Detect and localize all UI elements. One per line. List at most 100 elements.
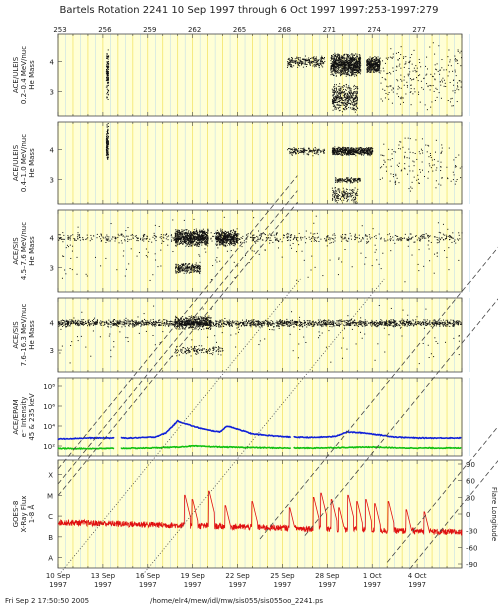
scatter-point (201, 241, 203, 243)
scatter-point (454, 166, 456, 168)
scatter-point (348, 97, 350, 99)
scatter-point (82, 237, 84, 239)
scatter-point (347, 55, 349, 57)
scatter-point (443, 234, 445, 236)
scatter-point (180, 231, 182, 233)
scatter-point (338, 66, 340, 68)
scatter-point (394, 234, 396, 236)
scatter-point (350, 63, 352, 65)
scatter-point (350, 97, 352, 99)
scatter-point (351, 70, 353, 72)
scatter-point (351, 101, 353, 103)
scatter-point (339, 106, 341, 108)
scatter-point (345, 180, 347, 182)
scatter-point (252, 240, 254, 242)
scatter-point (360, 150, 362, 152)
scatter-point (188, 242, 190, 244)
scatter-point (300, 147, 302, 149)
scatter-point (203, 234, 205, 236)
scatter-point (186, 244, 188, 246)
scatter-point (185, 238, 187, 240)
scatter-point (108, 56, 110, 58)
scatter-point (345, 154, 347, 156)
scatter-point (339, 147, 341, 149)
scatter-point (335, 178, 337, 180)
scatter-point (351, 193, 353, 195)
scatter-point (395, 69, 397, 71)
scatter-point (344, 107, 346, 109)
scatter-point (357, 150, 359, 152)
scatter-point (356, 93, 358, 95)
scatter-point (331, 71, 333, 73)
scatter-point (344, 89, 346, 91)
scatter-point (333, 68, 335, 70)
scatter-point (331, 65, 333, 67)
scatter-point (337, 197, 339, 199)
scatter-point (392, 91, 394, 93)
scatter-point (336, 56, 338, 58)
scatter-point (452, 105, 454, 107)
scatter-point (350, 71, 352, 73)
scatter-point (450, 98, 452, 100)
scatter-point (293, 237, 295, 239)
scatter-point (356, 58, 358, 60)
scatter-point (338, 110, 340, 112)
scatter-point (355, 61, 357, 63)
scatter-point (455, 156, 457, 158)
scatter-point (384, 62, 386, 64)
scatter-point (353, 73, 355, 75)
scatter-point (354, 97, 356, 99)
scatter-point (187, 240, 189, 242)
scatter-point (182, 231, 184, 233)
scatter-point (321, 61, 323, 63)
scatter-point (318, 59, 320, 61)
scatter-point (419, 239, 421, 241)
scatter-point (435, 139, 437, 141)
scatter-point (352, 190, 354, 192)
scatter-point (345, 75, 347, 77)
scatter-point (253, 241, 255, 243)
scatter-point (430, 73, 432, 75)
scatter-point (106, 234, 108, 236)
scatter-point (354, 108, 356, 110)
scatter-point (182, 236, 184, 238)
scatter-point (347, 70, 349, 72)
scatter-point (342, 195, 344, 197)
scatter-point (340, 74, 342, 76)
scatter-point (178, 243, 180, 245)
scatter-point (199, 239, 201, 241)
scatter-point (344, 65, 346, 67)
scatter-point (343, 192, 345, 194)
scatter-point (180, 236, 182, 238)
scatter-point (375, 64, 377, 66)
scatter-point (339, 153, 341, 155)
scatter-point (351, 59, 353, 61)
scatter-point (357, 72, 359, 74)
scatter-point (286, 237, 288, 239)
scatter-point (369, 65, 371, 67)
scatter-point (334, 148, 336, 150)
scatter-point (100, 238, 102, 240)
top-doy-tick-label: 262 (188, 26, 201, 34)
scatter-point (332, 89, 334, 91)
scatter-point (180, 234, 182, 236)
scatter-point (334, 65, 336, 67)
scatter-point (449, 235, 451, 237)
scatter-point (433, 90, 435, 92)
scatter-point (355, 155, 357, 157)
scatter-point (336, 96, 338, 98)
scatter-point (107, 72, 109, 74)
scatter-point (319, 62, 321, 64)
scatter-point (368, 63, 370, 65)
scatter-point (344, 149, 346, 151)
scatter-point (404, 157, 406, 159)
scatter-point (338, 55, 340, 57)
scatter-point (321, 62, 323, 64)
scatter-point (356, 100, 358, 102)
scatter-point (367, 63, 369, 65)
scatter-point (346, 94, 348, 96)
scatter-point (373, 71, 375, 73)
scatter-point (183, 229, 185, 231)
scatter-point (337, 72, 339, 74)
scatter-point (176, 244, 178, 246)
